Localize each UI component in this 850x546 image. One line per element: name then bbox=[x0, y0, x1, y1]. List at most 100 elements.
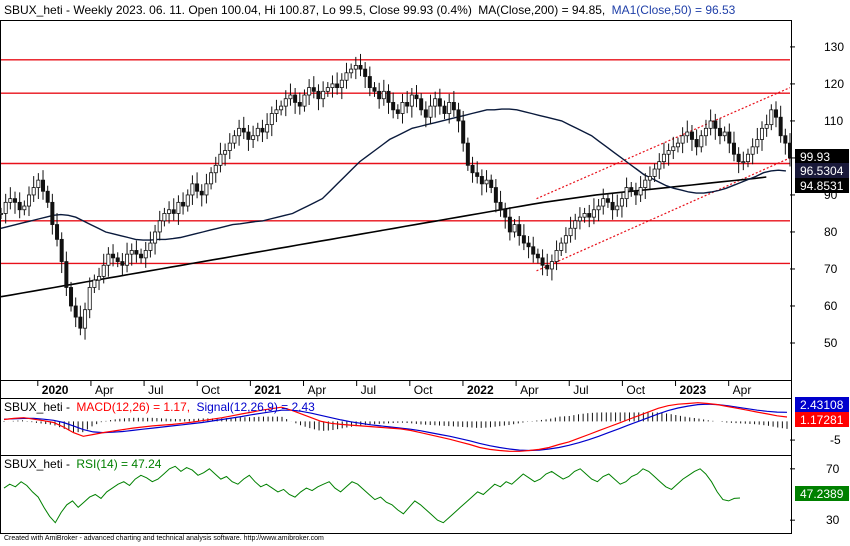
price-badge-label: 96.5304 bbox=[800, 164, 844, 178]
candle-body bbox=[227, 142, 232, 151]
candle-body bbox=[685, 131, 690, 137]
rsi-line bbox=[3, 465, 741, 524]
candle-body bbox=[330, 83, 335, 89]
candle-body bbox=[69, 287, 74, 307]
macd-badge-label: 2.43108 bbox=[800, 398, 844, 412]
price-y-tick-label: 70 bbox=[824, 262, 838, 276]
candle-body bbox=[381, 90, 386, 100]
candle-body bbox=[633, 190, 638, 196]
candle-body bbox=[386, 90, 391, 103]
candle-body bbox=[101, 264, 106, 277]
candle-body bbox=[162, 213, 167, 222]
candle-body bbox=[680, 135, 685, 144]
candle-body bbox=[521, 235, 526, 244]
candle-body bbox=[582, 213, 587, 218]
candle-body bbox=[666, 150, 671, 155]
horizontal-levels bbox=[1, 59, 790, 265]
candle-body bbox=[106, 253, 111, 266]
candle-body bbox=[321, 90, 326, 100]
candle-body bbox=[143, 250, 148, 259]
price-y-tick-label: 120 bbox=[824, 77, 844, 91]
candle-body bbox=[265, 124, 270, 133]
candle-body bbox=[190, 183, 195, 196]
candle-body bbox=[629, 187, 634, 192]
candle-body bbox=[335, 83, 340, 89]
candle-body bbox=[36, 179, 41, 188]
rsi-badge bbox=[795, 486, 849, 501]
candle-body bbox=[41, 179, 46, 192]
candle-body bbox=[465, 142, 470, 166]
candle-body bbox=[31, 187, 36, 196]
candle-body bbox=[255, 127, 260, 137]
candle-body bbox=[269, 113, 274, 126]
candle-body bbox=[204, 183, 209, 196]
candle-body bbox=[353, 65, 358, 70]
candle-body bbox=[176, 201, 181, 214]
candle-body bbox=[689, 131, 694, 140]
candle-body bbox=[246, 131, 251, 140]
candle-body bbox=[64, 261, 69, 288]
macd-badge-label: 1.17281 bbox=[800, 413, 844, 427]
macd-title-prefix: SBUX_heti - bbox=[4, 400, 70, 414]
candle-body bbox=[568, 227, 573, 237]
rsi-badges: 47.2389 bbox=[795, 486, 849, 501]
rsi-badge-label: 47.2389 bbox=[800, 487, 844, 501]
candle-body bbox=[783, 135, 788, 144]
candle-body bbox=[251, 135, 256, 140]
macd-title-macd: MACD(12,26) = 1.17, bbox=[76, 400, 190, 414]
candle-body bbox=[750, 146, 755, 155]
candle-body bbox=[675, 142, 680, 148]
macd-badge bbox=[795, 397, 849, 412]
candle-body bbox=[139, 253, 144, 259]
candle-body bbox=[559, 242, 564, 251]
candle-body bbox=[195, 183, 200, 192]
price-y-tick-label: 130 bbox=[824, 40, 844, 54]
price-panel: 5060708090100110120130 99.9396.530494.85… bbox=[0, 20, 849, 381]
candle-body bbox=[59, 238, 64, 262]
candle-body bbox=[605, 198, 610, 203]
candle-body bbox=[115, 257, 120, 262]
candle-body bbox=[428, 105, 433, 118]
candle-body bbox=[610, 201, 615, 211]
candle-body bbox=[167, 209, 172, 214]
x-tick-label: Apr bbox=[308, 383, 327, 397]
price-y-tick-label: 110 bbox=[824, 114, 843, 128]
x-tick-label: 2022 bbox=[467, 383, 494, 397]
candle-body bbox=[759, 127, 764, 140]
macd-y-axis: -5 bbox=[790, 433, 841, 447]
candle-body bbox=[241, 127, 246, 133]
price-badge-label: 94.8531 bbox=[800, 179, 844, 193]
candle-body bbox=[498, 201, 503, 211]
candle-body bbox=[769, 109, 774, 126]
candle-body bbox=[503, 209, 508, 218]
candle-body bbox=[703, 127, 708, 137]
price-title-symbol: SBUX_heti - Weekly 2023. 06. 11. Open 10… bbox=[4, 3, 472, 17]
candle-body bbox=[3, 201, 8, 214]
candle-body bbox=[517, 224, 522, 237]
candle-body bbox=[591, 209, 596, 218]
candle-body bbox=[419, 98, 424, 111]
candle-body bbox=[363, 68, 368, 77]
rsi-y-axis: 70 30 bbox=[790, 462, 840, 527]
candle-body bbox=[512, 224, 517, 233]
x-tick-label: Jul bbox=[148, 383, 163, 397]
price-badge bbox=[795, 163, 849, 178]
candle-body bbox=[125, 253, 130, 266]
candle-body bbox=[223, 150, 228, 155]
rsi-series-line bbox=[3, 465, 741, 524]
x-tick-label: Jul bbox=[573, 383, 588, 397]
candle-body bbox=[283, 98, 288, 107]
candle-body bbox=[279, 105, 284, 111]
candle-body bbox=[153, 231, 158, 244]
candle-body bbox=[475, 172, 480, 177]
candle-body bbox=[545, 264, 550, 270]
candle-body bbox=[92, 279, 97, 288]
candle-body bbox=[554, 250, 559, 262]
candle-body bbox=[764, 124, 769, 129]
candle-body bbox=[377, 90, 382, 100]
candle-body bbox=[171, 209, 176, 214]
candle-body bbox=[181, 201, 186, 207]
candle-body bbox=[0, 213, 4, 215]
